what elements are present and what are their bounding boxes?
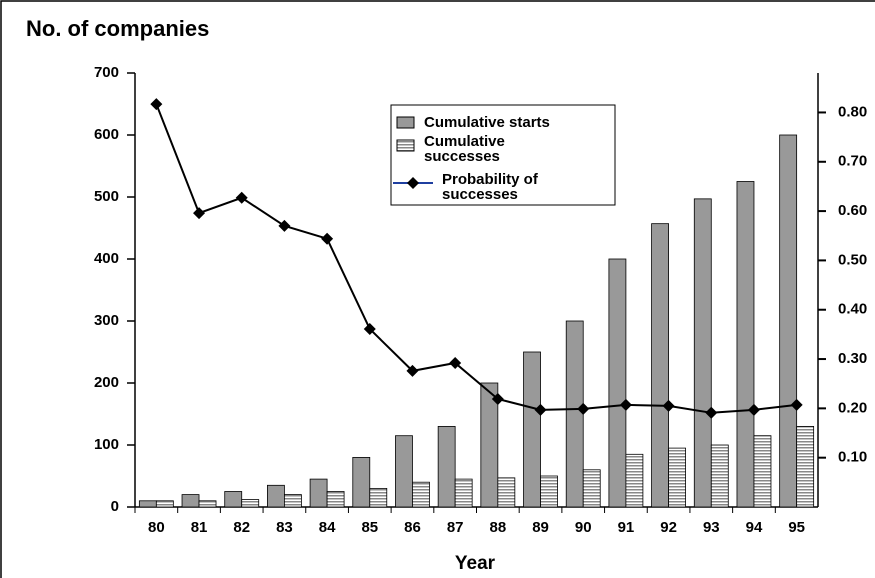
marker (790, 398, 803, 411)
bar (326, 491, 345, 508)
x-tick-label: 87 (447, 519, 464, 536)
y-tick-label: 700 (94, 64, 119, 81)
y2-tick-label: 0.30 (838, 350, 867, 367)
bar (412, 481, 430, 508)
bar (753, 435, 772, 508)
bar (369, 487, 388, 508)
x-tick-label: 92 (660, 519, 677, 536)
x-tick-label: 83 (276, 519, 293, 536)
y2-tick-label: 0.10 (838, 449, 867, 466)
x-tick-label: 86 (404, 519, 421, 536)
y-tick-label: 100 (94, 436, 119, 453)
legend-swatch (396, 139, 415, 152)
bar (582, 469, 601, 508)
x-axis-label: Year (455, 553, 496, 574)
y2-tick-label: 0.50 (838, 251, 867, 268)
bar (565, 320, 584, 508)
bar (796, 425, 815, 508)
x-tick-label: 95 (788, 519, 805, 536)
bar (267, 484, 285, 508)
bar (693, 198, 712, 508)
marker (406, 364, 419, 377)
x-tick-label: 91 (618, 519, 635, 536)
bar (198, 500, 217, 508)
legend-label: Probability of successes (442, 171, 539, 203)
marker (193, 207, 206, 220)
y2-tick-label: 0.60 (838, 202, 867, 219)
bar (241, 499, 260, 508)
y-tick-label: 200 (94, 374, 119, 391)
legend-swatch (396, 116, 415, 129)
legend-label: Cumulative starts (424, 114, 550, 131)
bar (523, 351, 541, 508)
x-tick-label: 90 (575, 519, 592, 536)
marker (491, 392, 504, 405)
y-tick-label: 300 (94, 312, 119, 329)
bar (625, 453, 644, 508)
x-tick-label: 80 (148, 519, 165, 536)
legend-box (390, 104, 616, 206)
bar (736, 181, 755, 508)
y-tick-label: 400 (94, 250, 119, 267)
bar (779, 134, 798, 508)
bar (284, 494, 302, 508)
bar (309, 478, 328, 508)
marker (278, 219, 291, 232)
x-tick-label: 84 (319, 519, 336, 536)
line (155, 103, 797, 414)
marker (619, 398, 632, 411)
y2-tick-label: 0.20 (838, 399, 867, 416)
x-tick-label: 93 (703, 519, 720, 536)
bar (454, 478, 473, 508)
bar (710, 444, 729, 508)
bar (224, 491, 243, 508)
marker (577, 402, 590, 415)
marker (449, 356, 462, 369)
marker (705, 406, 718, 419)
y2-tick-label: 0.40 (838, 301, 867, 318)
bar (352, 456, 371, 508)
marker (321, 232, 334, 245)
y-tick-label: 500 (94, 188, 119, 205)
bar (437, 425, 456, 508)
legend-marker (407, 177, 419, 189)
legend-label: Cumulative successes (424, 133, 505, 165)
marker (150, 98, 163, 111)
bar (480, 382, 499, 508)
y2-tick-label: 0.70 (838, 153, 867, 170)
bar (651, 223, 669, 508)
y-tick-label: 0 (111, 498, 119, 515)
x-tick-label: 85 (361, 519, 378, 536)
bar (138, 500, 157, 508)
marker (363, 322, 376, 335)
x-tick-label: 89 (532, 519, 549, 536)
bar (668, 447, 686, 508)
marker (747, 403, 760, 416)
y2-tick-label: 0.80 (838, 103, 867, 120)
marker (235, 191, 248, 204)
bar (181, 494, 200, 508)
x-tick-label: 88 (490, 519, 507, 536)
bar (497, 477, 516, 508)
x-tick-label: 82 (233, 519, 250, 536)
x-tick-label: 94 (746, 519, 763, 536)
marker (662, 399, 675, 412)
bar (395, 435, 413, 508)
bar (608, 258, 627, 508)
marker (534, 403, 547, 416)
bar (540, 475, 558, 508)
x-tick-label: 81 (191, 519, 208, 536)
y-tick-label: 600 (94, 126, 119, 143)
bar (155, 500, 174, 508)
chart-title: No. of companies (26, 16, 209, 41)
